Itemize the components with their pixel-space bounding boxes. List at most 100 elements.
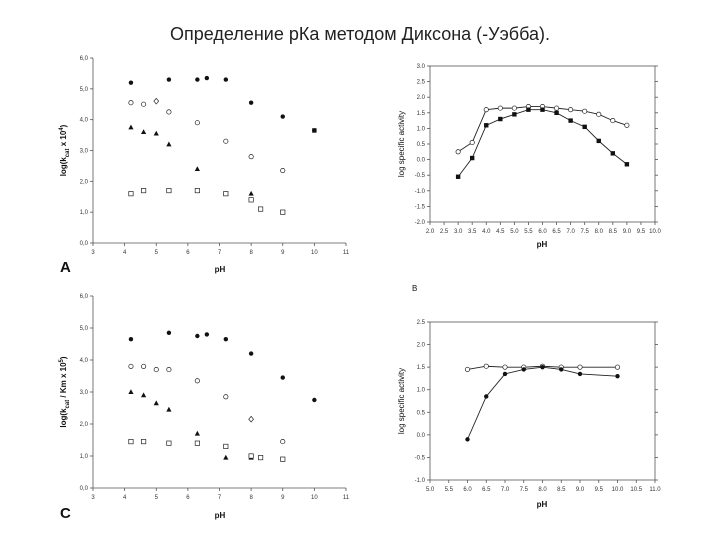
y-tick-label: 0.0	[417, 433, 426, 439]
y-axis-label-part: / Km x 10	[59, 362, 68, 400]
x-tick-label: 7.5	[520, 487, 529, 493]
data-point	[195, 77, 200, 82]
data-point	[502, 371, 508, 377]
x-tick-label: 5.5	[445, 487, 454, 493]
y-axis-label-part: cat	[65, 149, 71, 158]
y-tick-label: 1,0	[80, 454, 89, 460]
data-point	[141, 439, 147, 445]
data-point	[248, 100, 254, 105]
y-tick-label: 6,0	[80, 56, 89, 62]
x-tick-label: 6	[186, 250, 190, 256]
y-tick-label: 1,0	[80, 210, 89, 216]
x-tick-label: 11	[343, 495, 350, 501]
y-tick-label: 6,0	[80, 294, 89, 300]
x-tick-label: 8	[249, 495, 253, 501]
x-tick-label: 6.0	[463, 487, 472, 493]
data-point	[223, 138, 229, 144]
x-tick-label: 4	[123, 250, 127, 256]
y-tick-label: 2.0	[417, 95, 426, 101]
y-tick-label: 3.0	[417, 64, 426, 70]
data-point	[128, 80, 134, 85]
data-point	[223, 443, 229, 449]
data-point	[484, 394, 489, 399]
data-point	[280, 375, 285, 380]
data-point	[280, 114, 285, 119]
data-point	[128, 100, 134, 106]
series-line	[457, 109, 628, 178]
y-axis-label-part: x 10	[59, 130, 68, 148]
y-tick-label: 2,0	[80, 422, 89, 428]
x-tick-label: 2.5	[440, 229, 449, 235]
x-tick-label: 7	[218, 250, 222, 256]
y-tick-label: 2.0	[417, 343, 426, 349]
data-point	[465, 437, 470, 442]
x-tick-label: 3.5	[468, 229, 477, 235]
data-point	[554, 105, 560, 111]
data-point	[248, 197, 254, 203]
y-axis-label-part: cat	[65, 400, 71, 409]
data-point	[153, 400, 159, 406]
data-point	[455, 149, 461, 155]
y-tick-label: -0.5	[415, 173, 426, 179]
data-point	[141, 101, 147, 107]
data-point	[469, 139, 475, 145]
data-point	[223, 77, 229, 82]
data-point	[141, 188, 147, 194]
data-point	[141, 392, 147, 398]
y-tick-label: 2.5	[417, 80, 426, 86]
x-tick-label: 5	[155, 495, 159, 501]
data-point	[166, 440, 172, 446]
data-point	[223, 454, 229, 460]
y-axis-label: log(kcat / Km x 105)	[59, 356, 71, 427]
x-tick-label: 10.5	[630, 487, 642, 493]
y-axis-label-part: 4	[59, 127, 65, 131]
y-tick-label: 0.5	[417, 142, 426, 148]
data-point	[483, 363, 489, 369]
data-point	[166, 188, 172, 194]
x-axis-label: pH	[537, 240, 548, 249]
data-point	[141, 129, 147, 134]
data-point	[248, 351, 254, 356]
data-point	[194, 378, 200, 384]
data-point	[540, 107, 545, 112]
data-point	[141, 363, 147, 369]
data-point	[596, 138, 601, 144]
y-tick-label: 1.0	[417, 388, 426, 394]
data-point	[464, 366, 471, 372]
x-tick-label: 11.0	[649, 487, 661, 493]
y-axis-label-part: log(k	[59, 408, 68, 428]
y-tick-label: 5,0	[80, 87, 89, 93]
data-point	[166, 406, 172, 412]
x-tick-label: 9.5	[595, 487, 604, 493]
data-point	[469, 155, 475, 161]
data-point	[497, 105, 503, 111]
data-point	[258, 206, 264, 212]
data-point	[312, 397, 317, 403]
y-tick-label: 0,0	[80, 486, 89, 492]
data-point	[483, 107, 489, 113]
y-axis-label: log specific activity	[397, 111, 406, 177]
x-tick-label: 10.0	[649, 229, 661, 235]
data-point	[568, 118, 573, 123]
data-point	[614, 364, 621, 370]
x-tick-label: 7.0	[566, 229, 575, 235]
panel-label: B	[412, 284, 417, 293]
x-tick-label: 6	[186, 495, 190, 501]
data-point	[502, 364, 508, 370]
y-tick-label: 0.0	[417, 158, 426, 164]
y-tick-label: 4,0	[80, 358, 89, 364]
data-point	[312, 128, 317, 133]
x-tick-label: 9.5	[637, 229, 646, 235]
data-point	[195, 333, 200, 339]
data-point	[559, 367, 564, 372]
x-tick-label: 5	[155, 250, 159, 256]
y-tick-label: 3,0	[80, 149, 89, 155]
x-axis-label: pH	[537, 500, 548, 509]
data-point	[280, 439, 286, 445]
data-point	[166, 109, 172, 115]
data-point	[624, 122, 630, 128]
x-tick-label: 4	[123, 495, 127, 501]
data-point	[280, 167, 286, 174]
y-tick-label: 1.0	[417, 126, 426, 132]
x-tick-label: 5.0	[510, 229, 519, 235]
